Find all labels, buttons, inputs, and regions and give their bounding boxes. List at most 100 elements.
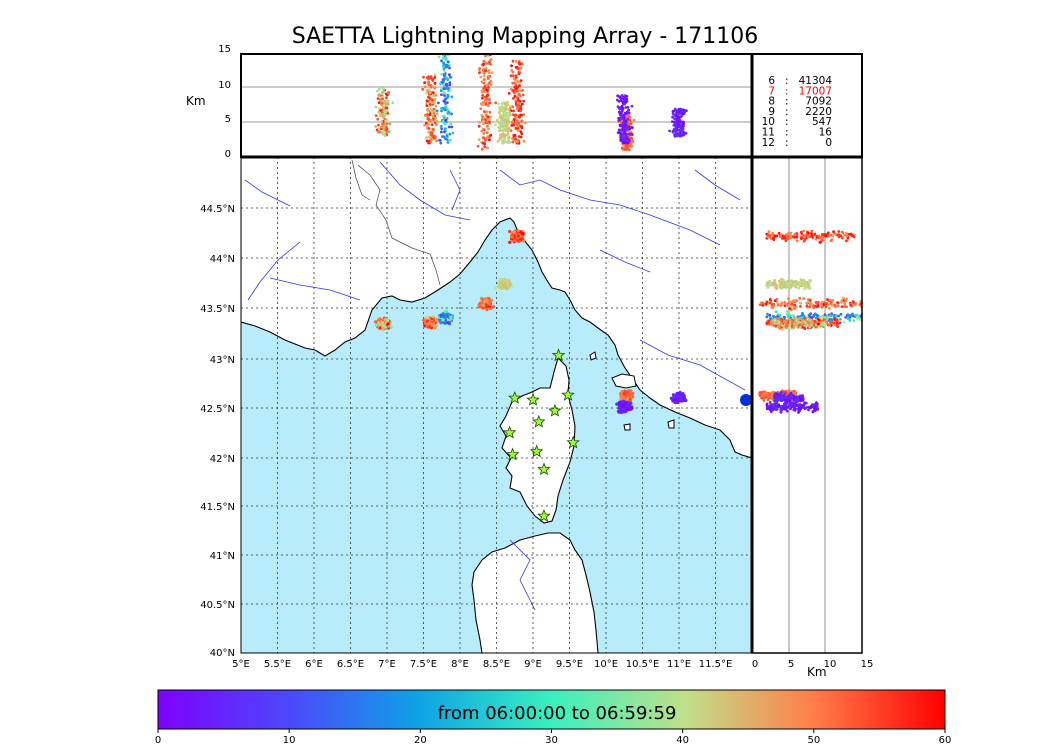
lightning-source-alt [425,136,429,140]
lightning-source-alt [625,128,629,132]
alt-tick-label: 15 [218,44,231,55]
lightning-source [444,313,448,317]
lightning-source [480,296,484,301]
lightning-source-lat [788,232,792,236]
lightning-source-alt [433,76,437,79]
lightning-source-alt [674,134,678,138]
lightning-source-alt [502,139,506,143]
lightning-source-lat [828,306,831,310]
lightning-source-alt [380,95,384,99]
lightning-source-lat [838,319,841,323]
lightning-source-alt [670,120,674,123]
map-lightning-sources [374,229,688,414]
lightning-source-alt [616,105,620,109]
lightning-source-alt [516,79,519,83]
lightning-source [516,234,521,238]
lightning-source-alt [448,132,452,136]
lightning-source-alt [482,86,486,90]
lightning-source-lat [834,232,838,236]
lightning-source [621,408,625,412]
lightning-source [676,394,680,398]
lightning-source-alt [511,59,515,63]
lon-tick-label: 11.5°E [699,659,733,670]
lightning-source-lat [762,390,766,394]
lightning-source-alt [427,81,431,84]
lightning-source-alt [621,135,625,139]
lightning-source-alt [522,99,526,103]
lightning-source-alt [449,122,453,126]
lightning-source-lat [839,312,843,316]
lightning-source [449,317,453,321]
lightning-source-alt [482,74,486,78]
lightning-source-alt [676,124,679,127]
lightning-source-lat [787,396,790,399]
lightning-source-alt [443,108,446,111]
lightning-source-alt [442,87,446,91]
rivers [244,161,746,611]
lightning-source-lat [842,320,846,324]
lightning-source-alt [483,110,486,114]
lightning-source-alt [377,94,381,97]
lightning-source-alt [431,94,435,98]
lightning-source-alt [668,129,671,133]
colorbar-tick-label: 10 [283,735,296,746]
lightning-source-lat [836,325,840,328]
lightning-source-alt [434,116,437,120]
lightning-source-alt [516,67,520,71]
lightning-source-alt [433,109,437,113]
lightning-source-alt [511,97,515,100]
lightning-source [490,298,494,302]
lightning-source-alt [622,123,626,127]
lightning-source-alt [424,91,428,95]
alt-tick-label: 5 [225,114,231,125]
lightning-source-alt [517,72,521,76]
lightning-source-alt [423,81,426,85]
lightning-source-alt [511,81,515,85]
lightning-source-alt [442,85,446,88]
lightning-source-alt [628,144,632,148]
lightning-source-alt [440,73,444,76]
lightning-source-alt [679,108,683,111]
lightning-source-alt [383,134,387,138]
lightning-source-alt [522,139,526,143]
lightning-source-lat [809,302,813,305]
lightning-source-alt [429,85,433,89]
lightning-source-lat [822,303,825,306]
lightning-source-lat [787,297,790,301]
lightning-source-lat [795,318,799,322]
lightning-source-alt [510,68,514,72]
lightning-source-alt [678,112,682,115]
radar-marker [740,394,752,406]
lightning-source-lat [799,325,802,329]
lightning-source-lat [777,279,781,283]
lightning-source [389,325,393,329]
lightning-source-alt [519,130,523,134]
lightning-source-lat [774,324,778,328]
lightning-source-lat [785,282,789,286]
lightning-source-lat [808,286,812,289]
colorbar-tick-label: 40 [676,735,689,746]
lightning-source-alt [516,107,519,111]
islet [623,423,631,431]
lightning-source-alt [379,99,383,103]
altitude-lat-lightning-sources [758,229,862,414]
lightning-source-lat [774,396,777,400]
lightning-source-alt [440,109,443,113]
lightning-source-alt [445,84,449,88]
lightning-source-alt [451,131,455,135]
lightning-source-lat [812,306,816,310]
lightning-source-alt [678,134,682,138]
lightning-source-lat [787,315,790,319]
lightning-source-lat [783,392,787,396]
lightning-source-lat [823,324,826,328]
lightning-source-alt [518,99,522,103]
lightning-source-lat [790,394,793,398]
lightning-source-lat [779,318,783,322]
lightning-source-lat [787,317,791,321]
lightning-source-alt [388,122,392,126]
altitude-unit-label: Km [186,94,206,108]
lightning-source-lat [780,301,784,304]
station-count-stations: 9 [768,106,775,118]
lightning-source-lat [769,405,772,409]
lightning-source-alt [426,110,430,114]
